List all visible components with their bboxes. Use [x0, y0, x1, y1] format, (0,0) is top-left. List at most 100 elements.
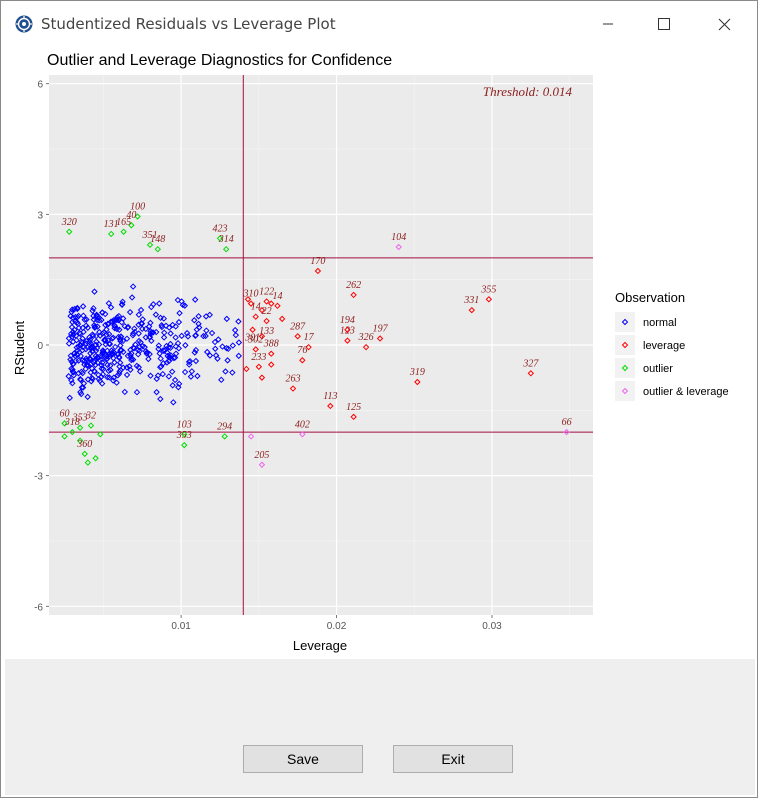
normal-point	[128, 294, 136, 301]
normal-point	[114, 314, 121, 321]
threshold-annotation: Threshold: 0.014	[483, 84, 573, 99]
normal-point	[139, 342, 146, 350]
normal-point	[229, 369, 236, 376]
outlier-point	[92, 455, 99, 462]
normal-point	[67, 312, 74, 320]
legend-label: outlier	[643, 363, 673, 375]
normal-point	[78, 384, 86, 391]
normal-point	[110, 374, 118, 381]
leverage-point	[244, 296, 252, 303]
point-label: 123	[340, 326, 355, 337]
leverage-point	[255, 363, 263, 370]
leverage-point	[268, 361, 275, 368]
leverage-point	[274, 302, 281, 310]
normal-point	[160, 360, 167, 367]
point-label: 263	[286, 374, 301, 385]
leverage-point	[252, 313, 259, 320]
point-label: 314	[218, 234, 234, 245]
normal-point	[121, 322, 128, 330]
normal-point	[224, 357, 231, 364]
point-label: 17	[304, 332, 315, 343]
normal-point	[160, 315, 168, 322]
normal-point	[117, 342, 124, 349]
normal-point	[80, 328, 87, 336]
normal-point	[66, 394, 73, 402]
normal-point	[218, 376, 225, 384]
normal-point	[124, 324, 131, 331]
normal-point	[117, 346, 124, 354]
normal-point	[169, 382, 176, 389]
leverage-point	[344, 326, 351, 333]
point-label: 310	[243, 289, 259, 300]
normal-point	[135, 311, 143, 318]
normal-point	[109, 334, 117, 341]
outlier-point	[76, 424, 84, 431]
normal-point	[101, 337, 109, 344]
normal-point	[87, 356, 94, 363]
normal-point	[84, 393, 91, 401]
normal-point	[83, 337, 90, 345]
normal-point	[160, 347, 167, 354]
legend-key	[615, 358, 635, 378]
outlier-leverage-point	[563, 428, 570, 436]
normal-point	[174, 339, 182, 347]
normal-point	[153, 388, 160, 396]
diagnostics-chart: Outlier and Leverage Diagnostics for Con…	[12, 52, 729, 653]
normal-point	[191, 317, 198, 324]
normal-point	[195, 313, 202, 320]
outlier-point	[216, 235, 224, 242]
normal-point	[195, 320, 202, 328]
normal-point	[111, 349, 118, 357]
normal-point	[103, 356, 110, 363]
point-label: 100	[130, 202, 145, 213]
normal-point	[84, 324, 92, 331]
point-label: 165	[116, 217, 131, 228]
leverage-point	[414, 378, 421, 386]
normal-point	[91, 288, 98, 295]
point-label: 402	[295, 419, 310, 430]
leverage-point	[485, 296, 493, 303]
normal-point	[133, 388, 141, 396]
normal-point	[192, 346, 200, 354]
normal-point	[111, 359, 118, 366]
point-label: 301	[244, 333, 260, 344]
normal-point	[175, 380, 183, 388]
normal-point	[200, 332, 207, 340]
maximize-button[interactable]	[641, 9, 687, 39]
outlier-point	[69, 428, 76, 436]
normal-point	[126, 308, 134, 316]
normal-point	[77, 376, 84, 384]
normal-point	[148, 329, 155, 336]
leverage-point	[263, 298, 270, 305]
normal-point	[99, 347, 107, 354]
normal-point	[131, 325, 138, 332]
normal-point	[149, 329, 157, 336]
normal-point	[76, 341, 84, 349]
leverage-point	[299, 357, 306, 364]
exit-button[interactable]: Exit	[393, 745, 513, 773]
normal-point	[235, 339, 243, 346]
normal-point	[131, 328, 139, 336]
legend-label: leverage	[643, 340, 685, 352]
close-button[interactable]	[701, 9, 747, 39]
minimize-button[interactable]	[585, 9, 631, 39]
point-label: 14	[251, 302, 261, 313]
save-button[interactable]: Save	[243, 745, 363, 773]
leverage-point	[294, 333, 301, 340]
normal-point	[68, 377, 75, 384]
outlier-point	[181, 441, 188, 449]
normal-point	[99, 359, 106, 366]
normal-point	[128, 350, 135, 357]
normal-point	[98, 355, 106, 363]
outlier-point	[128, 222, 135, 229]
normal-point	[98, 353, 106, 360]
normal-point	[116, 368, 123, 375]
normal-point	[130, 344, 137, 351]
point-label: 22	[262, 306, 272, 317]
leverage-point	[249, 326, 256, 333]
normal-point	[99, 349, 106, 356]
chart-title: Outlier and Leverage Diagnostics for Con…	[47, 52, 392, 69]
normal-point	[88, 374, 96, 382]
point-label: 355	[480, 284, 496, 295]
